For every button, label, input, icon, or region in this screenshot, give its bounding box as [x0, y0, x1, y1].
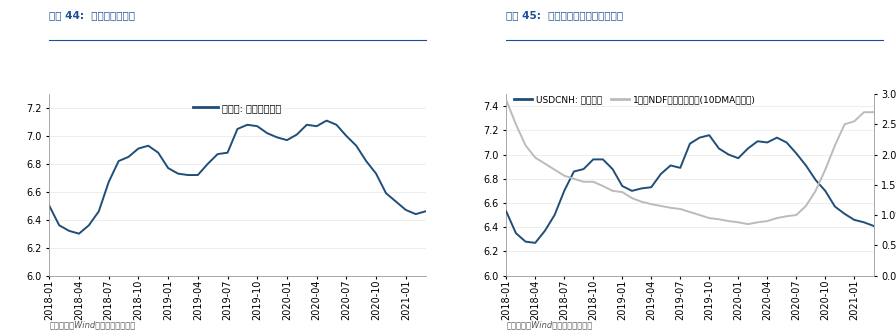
Legend: USDCNH: 即期汇率, 1年期NDF隐含贬值预期(10DMA，右轴): USDCNH: 即期汇率, 1年期NDF隐含贬值预期(10DMA，右轴) — [511, 91, 759, 108]
Text: 资料来源：Wind，国盛证券研究所: 资料来源：Wind，国盛证券研究所 — [49, 320, 135, 329]
Text: 图表 44:  在岸人民币汇率: 图表 44: 在岸人民币汇率 — [49, 10, 135, 20]
Legend: 中间价: 美元兑人民币: 中间价: 美元兑人民币 — [189, 99, 286, 117]
Text: 图表 45:  离岸人民币汇率及贬值预期: 图表 45: 离岸人民币汇率及贬值预期 — [506, 10, 624, 20]
Text: 资料来源：Wind，国盛证券研究所: 资料来源：Wind，国盛证券研究所 — [506, 320, 592, 329]
